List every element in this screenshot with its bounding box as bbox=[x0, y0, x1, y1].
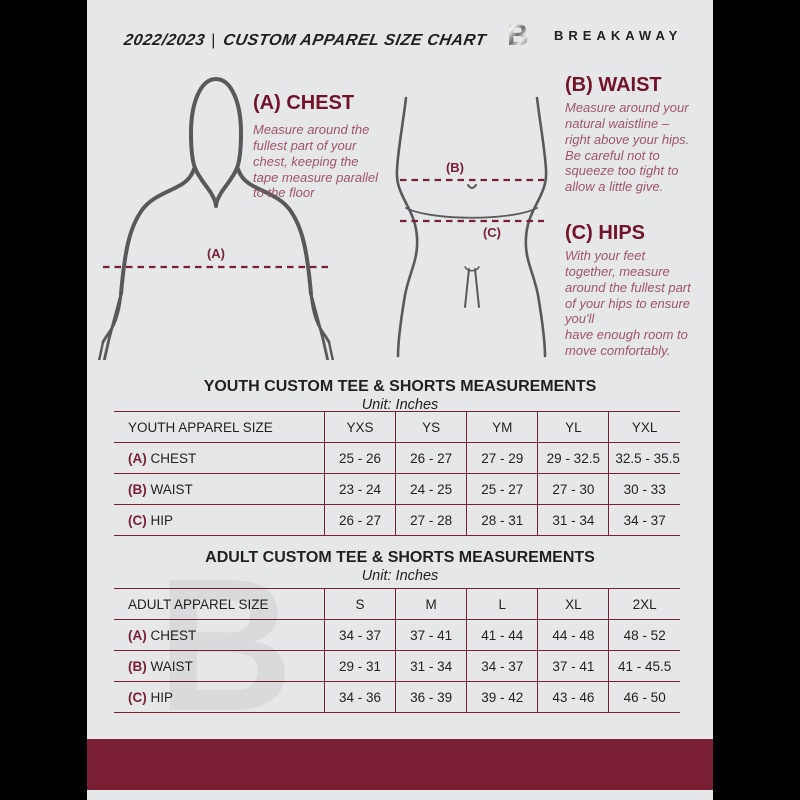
svg-text:(A): (A) bbox=[207, 246, 225, 261]
svg-text:B: B bbox=[507, 19, 529, 52]
svg-text:(B): (B) bbox=[446, 160, 464, 175]
svg-text:(C): (C) bbox=[483, 225, 501, 240]
